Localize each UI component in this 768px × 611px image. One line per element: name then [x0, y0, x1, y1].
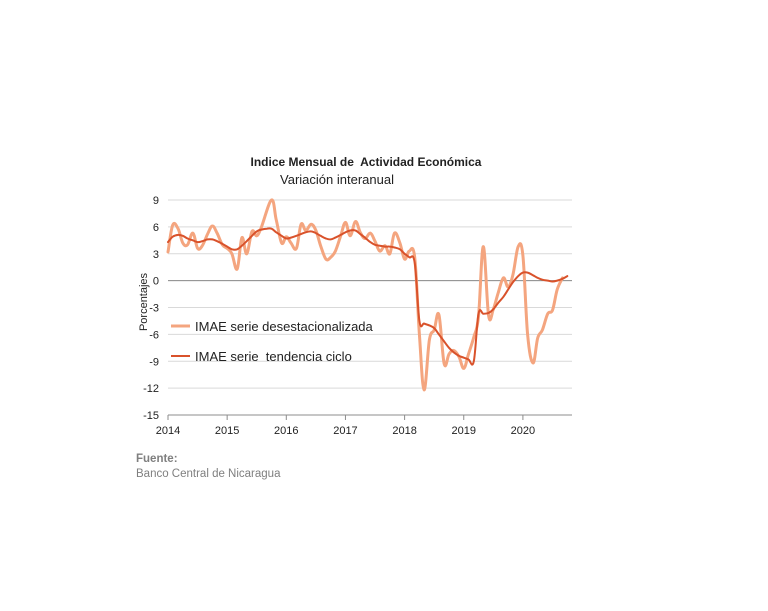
chart-title: Indice Mensual de Actividad Económica: [251, 155, 482, 169]
x-tick-label: 2020: [511, 425, 535, 437]
y-tick-label: 0: [153, 276, 159, 288]
x-tick-label: 2017: [333, 425, 357, 437]
y-tick-label: 6: [153, 222, 159, 234]
source-note: Fuente: Banco Central de Nicaragua: [136, 452, 280, 482]
chart-subtitle: Variación interanual: [280, 172, 394, 187]
y-tick-label: -9: [149, 356, 159, 368]
legend-label-tendencia-ciclo: IMAE serie tendencia ciclo: [195, 349, 352, 364]
x-tick-label: 2016: [274, 425, 298, 437]
x-tick-label: 2014: [156, 425, 180, 437]
series-line-desestacionalizada: [166, 198, 564, 392]
source-heading: Fuente:: [136, 453, 178, 465]
x-tick-label: 2019: [452, 425, 476, 437]
series-line-tendencia-ciclo: [167, 227, 569, 366]
y-tick-label: -12: [143, 383, 159, 395]
legend-label-desestacionalizada: IMAE serie desestacionalizada: [195, 319, 374, 334]
y-tick-label: 3: [153, 249, 159, 261]
y-tick-label: -15: [143, 410, 159, 422]
x-tick-label: 2018: [392, 425, 416, 437]
x-tick-label: 2015: [215, 425, 239, 437]
y-axis-ticks: 9 6 3 0 -3 -6 -9 -12 -15: [143, 195, 159, 422]
y-tick-label: 9: [153, 195, 159, 207]
series-layer: [166, 198, 569, 392]
x-axis-ticks: 2014 2015 2016 2017 2018 2019 2020: [156, 415, 535, 437]
y-axis-label: Porcentajes: [138, 272, 150, 331]
y-tick-label: -3: [149, 303, 159, 315]
legend: IMAE serie desestacionalizada IMAE serie…: [171, 319, 374, 364]
source-text: Banco Central de Nicaragua: [136, 468, 281, 480]
y-tick-label: -6: [149, 329, 159, 341]
